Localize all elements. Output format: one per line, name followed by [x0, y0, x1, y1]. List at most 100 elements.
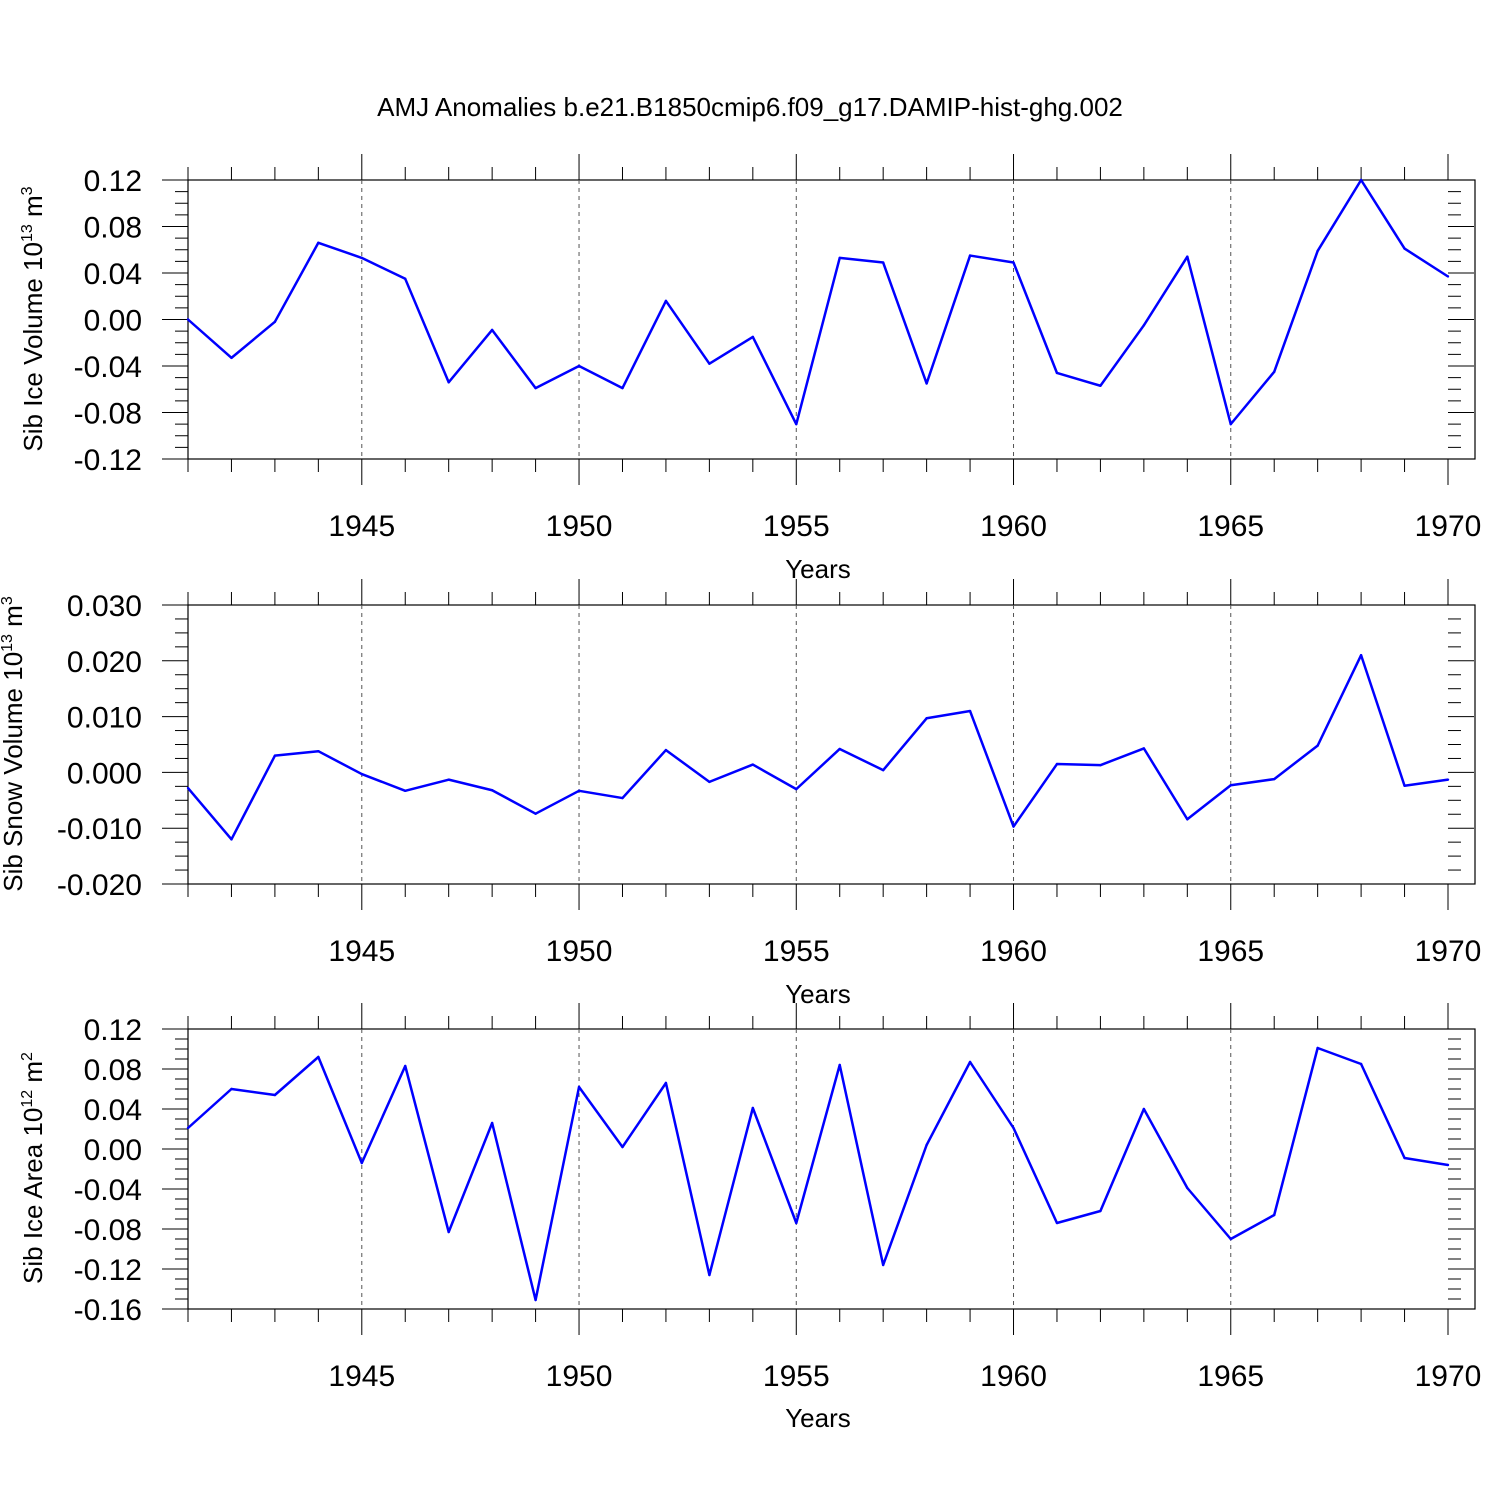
x-tick-label: 1955 [763, 935, 830, 968]
data-point [1012, 261, 1015, 264]
data-point [1055, 762, 1059, 766]
y-tick-label: -0.020 [57, 869, 142, 902]
data-point [186, 318, 190, 321]
data-point [360, 1161, 363, 1165]
data-point [838, 256, 841, 260]
data-point [664, 748, 668, 752]
data-point [1273, 370, 1276, 374]
x-tick-label: 1955 [763, 1360, 830, 1393]
y-tick-label: 0.12 [84, 1014, 142, 1047]
data-point [1359, 1062, 1363, 1066]
y-tick-label: 0.12 [84, 165, 142, 198]
data-point [968, 254, 972, 257]
y-tick-label: 0.030 [67, 590, 142, 623]
data-point [968, 1060, 972, 1064]
data-point [838, 747, 841, 751]
data-point [230, 356, 233, 360]
x-axis-label: Years [785, 979, 851, 1009]
data-point [1012, 825, 1015, 828]
data-point [751, 763, 755, 766]
panel-sib-ice-volume: Sib Ice Volume 1013 m3 Years 1945 1950 195… [18, 154, 1481, 584]
x-tick-label: 1950 [546, 510, 613, 543]
data-point [1012, 1126, 1015, 1130]
x-tick-label: 1970 [1415, 1360, 1482, 1393]
data-point [664, 1081, 668, 1085]
data-point [1316, 1046, 1319, 1050]
data-point [881, 768, 885, 772]
data-point [577, 1085, 581, 1089]
data-point [838, 1063, 841, 1067]
data-point [795, 1221, 798, 1225]
data-point [881, 1263, 885, 1267]
data-point [925, 717, 928, 720]
y-axis-label: Sib Ice Volume 1013 m3 [18, 186, 48, 451]
data-point [1316, 744, 1319, 747]
y-tick-label: 0.000 [67, 757, 142, 790]
x-tick-label: 1970 [1415, 935, 1482, 968]
data-point [490, 789, 494, 792]
x-tick-label: 1960 [980, 1360, 1047, 1393]
data-point [317, 241, 320, 244]
x-tick-label: 1945 [328, 510, 395, 543]
data-point [1055, 371, 1059, 375]
data-point [1055, 1221, 1059, 1225]
data-point [273, 754, 277, 757]
figure-title: AMJ Anomalies b.e21.B1850cmip6.f09_g17.D… [377, 92, 1123, 122]
data-point [1229, 784, 1232, 787]
y-tick-label: -0.12 [74, 444, 142, 477]
data-point [751, 1106, 755, 1110]
data-point [230, 1087, 233, 1091]
data-point [1359, 654, 1363, 657]
panel-sib-ice-area: Sib Ice Area 1012 m2 Years 1945 1950 1955 1… [18, 1003, 1481, 1433]
data-point [1403, 247, 1406, 250]
x-tick-label: 1955 [763, 510, 830, 543]
data-point [447, 381, 450, 384]
x-tick-label: 1965 [1197, 935, 1264, 968]
data-point [360, 772, 363, 776]
data-point [925, 1143, 928, 1147]
y-tick-label: -0.08 [74, 398, 142, 431]
y-tick-label: -0.010 [57, 813, 142, 846]
data-point [1446, 778, 1450, 781]
plot-frame [187, 179, 1476, 460]
data-point [273, 320, 277, 324]
plot-frame [187, 604, 1476, 885]
data-point [1099, 384, 1102, 387]
data-point [577, 364, 581, 368]
data-point [664, 299, 668, 303]
x-axis-label: Years [785, 1403, 851, 1433]
data-point [1099, 1209, 1102, 1213]
data-point [490, 1121, 494, 1125]
data-point [795, 787, 798, 791]
data-point [621, 1145, 624, 1149]
data-point [490, 328, 494, 332]
series-line [187, 1046, 1449, 1302]
data-point [1273, 777, 1276, 781]
data-point [1229, 1237, 1232, 1241]
y-tick-label: 0.08 [84, 212, 142, 245]
data-point [317, 749, 320, 753]
y-tick-label: -0.04 [74, 1174, 142, 1207]
panel-sib-snow-volume: Sib Snow Volume 1013 m3 Years 1945 1950 19… [0, 579, 1481, 1009]
x-tick-label: 1950 [546, 935, 613, 968]
y-tick-label: 0.04 [84, 258, 142, 291]
y-tick-label: 0.00 [84, 305, 142, 338]
data-point [317, 1055, 320, 1059]
y-tick-label: -0.08 [74, 1214, 142, 1247]
data-point [1142, 324, 1146, 327]
x-tick-label: 1965 [1197, 1360, 1264, 1393]
y-tick-label: -0.12 [74, 1254, 142, 1287]
data-point [1359, 178, 1363, 182]
data-point [1403, 784, 1406, 787]
data-point [708, 780, 711, 784]
x-tick-label: 1960 [980, 935, 1047, 968]
y-tick-label: -0.16 [74, 1294, 142, 1327]
data-point [534, 386, 537, 390]
x-axis-label: Years [785, 554, 851, 584]
y-tick-label: 0.00 [84, 1134, 142, 1167]
data-point [447, 778, 450, 781]
data-point [1099, 763, 1102, 767]
x-tick-label: 1945 [328, 935, 395, 968]
data-point [795, 422, 798, 426]
data-point [1186, 818, 1189, 821]
